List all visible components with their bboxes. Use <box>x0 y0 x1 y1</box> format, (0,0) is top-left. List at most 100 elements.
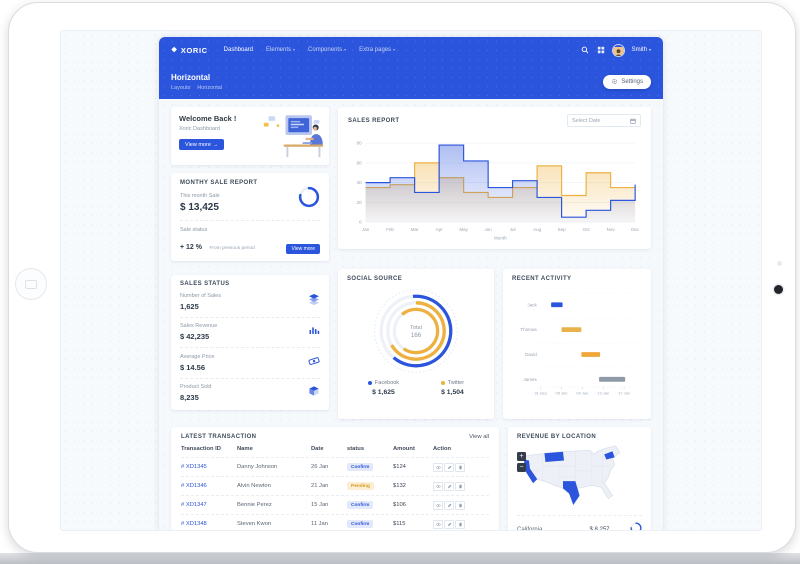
map-zoom-out-button[interactable]: − <box>517 463 526 472</box>
eye-button[interactable] <box>433 481 443 491</box>
svg-text:Dec: Dec <box>631 227 640 232</box>
pencil-button[interactable] <box>444 500 454 510</box>
svg-text:20: 20 <box>357 200 362 205</box>
breadcrumb-layouts[interactable]: Layouts <box>171 84 191 91</box>
trash-button[interactable] <box>455 500 465 510</box>
transaction-name: Danny Johnson <box>237 464 278 470</box>
view-all-link[interactable]: View all <box>469 434 489 440</box>
location-name: California <box>517 526 543 531</box>
monthly-card-title: MONTHY SALE REPORT <box>180 180 258 186</box>
trash-button[interactable] <box>455 481 465 491</box>
transaction-date: 11 Jan <box>311 521 328 527</box>
user-name: Smith <box>631 47 647 53</box>
nav-item-label: Dashboard <box>223 47 254 53</box>
pencil-button[interactable] <box>444 519 454 529</box>
status-badge: Pending <box>347 482 374 490</box>
chevron-down-icon: ▾ <box>344 47 347 52</box>
surface-shadow <box>0 553 800 564</box>
table-row: # XD1346 Alvin Newton 21 Jan Pending $132 <box>181 476 489 495</box>
svg-text:Feb: Feb <box>386 227 394 232</box>
sales-report-title: SALES REPORT <box>348 117 400 124</box>
column-header-action: Action <box>433 446 452 452</box>
transaction-amount: $132 <box>393 483 406 489</box>
monthly-delta-note: From previous period <box>209 246 255 251</box>
revenue-location-row: California $ 8,257 <box>517 515 642 531</box>
user-menu[interactable]: Smith ▾ <box>632 47 651 53</box>
map-state-highlight-montana[interactable] <box>544 451 565 463</box>
transaction-date: 15 Jan <box>311 502 329 508</box>
map-state-highlight-texas[interactable] <box>563 481 580 505</box>
tablet-screen: ❖ XORIC Dashboard Elements ▾ Components ▾ Ext… <box>60 30 762 531</box>
action-buttons <box>433 500 489 510</box>
nav-item-label: Extra pages <box>359 47 392 53</box>
search-icon[interactable] <box>581 41 589 59</box>
welcome-title: Welcome Back ! <box>179 114 237 123</box>
breadcrumb-horizontal[interactable]: Horizontal <box>197 84 223 91</box>
sales-report-chart: 0 20 40 60 80 Jan Feb Mar Apr May Jun Jul Aug Sep Oct N… <box>357 141 640 241</box>
page-header: Horizontal Layouts Horizontal Settings <box>159 63 663 99</box>
welcome-subtitle: Xoric Dashboard <box>179 126 220 132</box>
welcome-illustration <box>263 115 324 158</box>
action-buttons <box>433 481 489 491</box>
monthly-progress-ring <box>298 186 320 213</box>
map-zoom-in-button[interactable]: + <box>517 452 526 461</box>
social-source-title: SOCIAL SOURCE <box>347 276 403 282</box>
legend-label: Twitter <box>447 380 465 386</box>
status-row-value: $ 42,235 <box>180 332 210 341</box>
svg-text:Apr: Apr <box>436 227 443 232</box>
monthly-label: This month Sale <box>180 192 220 199</box>
legend-value: $ 1,504 <box>441 389 464 396</box>
svg-text:James: James <box>523 377 537 382</box>
status-badge: Confirm <box>347 501 374 509</box>
nav-item-components[interactable]: Components ▾ <box>308 47 346 53</box>
sales-status-row: Number of Sales 1,625 <box>180 287 320 318</box>
brand-logo[interactable]: ❖ XORIC <box>171 46 208 55</box>
tablet-frame: ❖ XORIC Dashboard Elements ▾ Components ▾ Ext… <box>8 2 796 553</box>
usa-map: + − <box>517 444 642 515</box>
eye-button[interactable] <box>433 519 443 529</box>
transaction-name: Alvin Newton <box>237 483 271 489</box>
svg-text:60: 60 <box>357 160 362 165</box>
transaction-id[interactable]: # XD1346 <box>181 483 207 489</box>
transaction-id[interactable]: # XD1347 <box>181 502 207 508</box>
brand-name: XORIC <box>180 45 208 55</box>
svg-text:David: David <box>525 352 537 357</box>
welcome-view-more-button[interactable]: View more → <box>179 139 225 150</box>
eye-button[interactable] <box>433 462 443 472</box>
trash-button[interactable] <box>455 519 465 529</box>
sale-status-label: Sale status <box>180 227 208 233</box>
pencil-button[interactable] <box>444 462 454 472</box>
nav-item-extra-pages[interactable]: Extra pages ▾ <box>359 47 395 53</box>
select-date-input[interactable]: Select Date <box>567 114 641 127</box>
trash-button[interactable] <box>455 462 465 472</box>
light-sensor-dot <box>777 261 782 266</box>
pencil-button[interactable] <box>444 481 454 491</box>
settings-button[interactable]: Settings <box>603 74 651 89</box>
legend-label: Facebook <box>374 380 400 386</box>
transaction-date: 26 Jan <box>311 464 329 470</box>
status-row-label: Average Price <box>180 353 215 360</box>
map-state-highlight-california[interactable] <box>523 459 538 484</box>
transaction-id[interactable]: # XD1348 <box>181 521 207 527</box>
svg-text:80: 80 <box>357 141 362 146</box>
revenue-by-location-card: REVENUE BY LOCATION + − <box>508 427 651 531</box>
nav-item-elements[interactable]: Elements ▾ <box>266 47 295 53</box>
money-icon <box>308 354 320 372</box>
svg-text:Jul: Jul <box>510 227 516 232</box>
location-value: $ 8,257 <box>589 526 610 531</box>
sales-status-row: Product Sold 8,235 <box>180 379 320 409</box>
apps-grid-icon[interactable] <box>597 41 605 59</box>
column-header-name: Name <box>237 446 253 452</box>
recent-activity-title: RECENT ACTIVITY <box>512 276 572 282</box>
nav-right: Smith ▾ <box>581 41 651 59</box>
monthly-view-more-button[interactable]: View more <box>286 244 320 254</box>
nav-item-dashboard[interactable]: Dashboard <box>224 47 253 53</box>
avatar[interactable] <box>612 45 624 56</box>
legend-item-facebook: Facebook $ 1,625 <box>367 380 400 396</box>
eye-button[interactable] <box>433 500 443 510</box>
transaction-id[interactable]: # XD1345 <box>181 464 207 470</box>
map-state-highlight-new-york[interactable] <box>604 451 615 460</box>
home-button[interactable] <box>15 268 47 300</box>
